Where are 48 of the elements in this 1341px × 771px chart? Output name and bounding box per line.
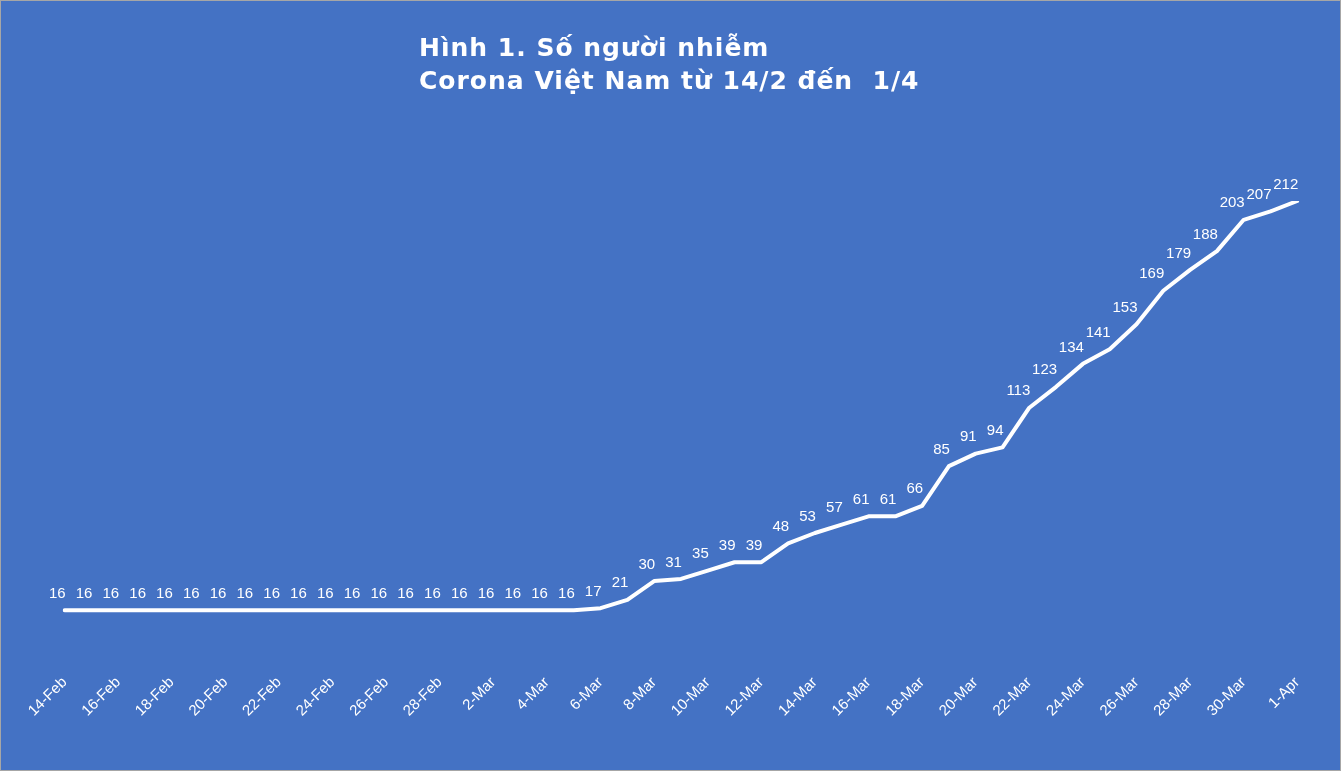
data-label: 179 <box>1166 243 1192 261</box>
data-label: 66 <box>906 479 924 497</box>
data-label: 16 <box>102 583 120 601</box>
data-label: 16 <box>558 583 575 601</box>
data-label: 212 <box>1273 174 1299 192</box>
data-label: 16 <box>504 583 522 601</box>
data-label: 153 <box>1112 297 1138 315</box>
data-label: 16 <box>370 583 388 601</box>
data-label: 48 <box>772 517 790 535</box>
data-label: 16 <box>290 583 307 601</box>
data-label: 16 <box>263 583 280 601</box>
data-label: 16 <box>343 583 361 601</box>
data-label: 61 <box>879 489 897 507</box>
data-label: 16 <box>48 583 66 601</box>
data-label: 113 <box>1006 381 1031 399</box>
data-label: 16 <box>236 583 254 601</box>
data-label: 203 <box>1219 193 1245 211</box>
data-label: 53 <box>799 506 816 524</box>
data-label: 141 <box>1085 322 1111 340</box>
data-label: 39 <box>718 535 736 553</box>
chart-title: Hình 1. Số người nhiễm Corona Việt Nam từ 14/2 đến 1/4 <box>419 32 920 97</box>
data-label: 39 <box>745 535 763 553</box>
data-label: 30 <box>638 554 656 572</box>
data-label: 21 <box>611 573 629 591</box>
data-label: 123 <box>1032 360 1058 378</box>
data-label: 16 <box>397 583 414 601</box>
data-label: 61 <box>852 489 870 507</box>
data-label: 16 <box>156 583 173 601</box>
data-label: 16 <box>129 583 146 601</box>
data-label: 16 <box>182 583 200 601</box>
data-label: 85 <box>933 439 950 457</box>
data-label: 16 <box>450 583 468 601</box>
data-label: 16 <box>424 583 441 601</box>
data-label: 169 <box>1139 264 1165 282</box>
data-label: 207 <box>1246 185 1272 203</box>
data-label: 16 <box>531 583 548 601</box>
data-label: 17 <box>584 581 602 599</box>
data-label: 16 <box>75 583 93 601</box>
data-label: 31 <box>665 552 682 570</box>
data-label: 16 <box>477 583 495 601</box>
data-label: 91 <box>960 427 977 445</box>
data-label: 16 <box>209 583 227 601</box>
data-label: 57 <box>826 498 843 516</box>
data-label: 16 <box>316 583 334 601</box>
data-label: 134 <box>1058 337 1084 355</box>
data-label: 188 <box>1192 224 1218 242</box>
data-label: 35 <box>692 544 709 562</box>
data-label: 94 <box>986 421 1004 439</box>
